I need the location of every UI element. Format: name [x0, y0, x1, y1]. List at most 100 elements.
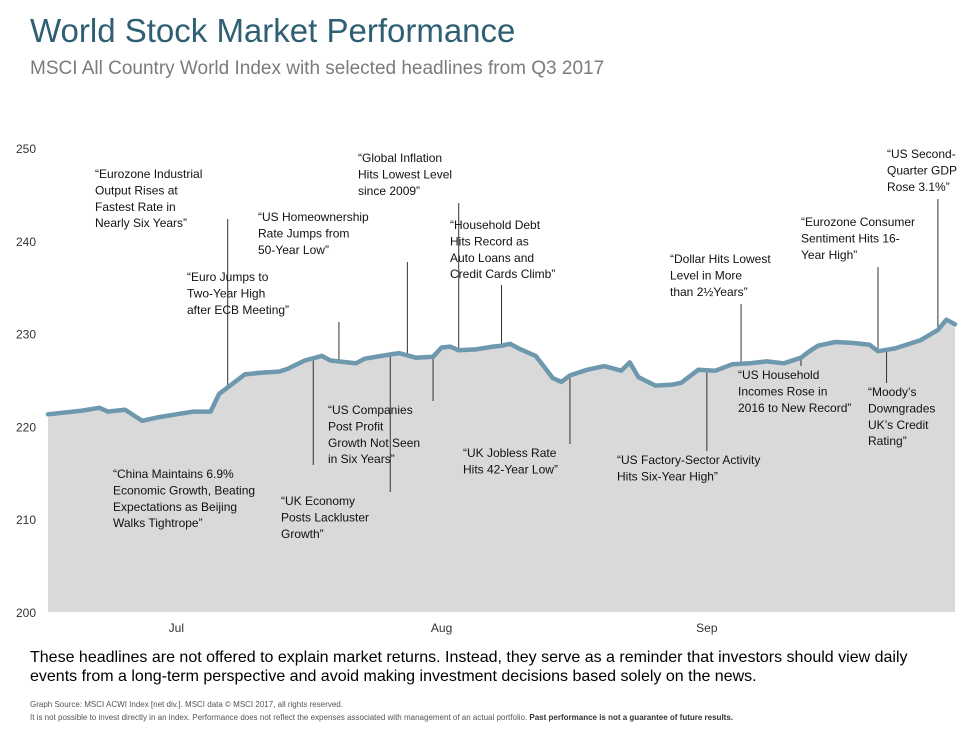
y-tick-label: 200 [16, 606, 36, 620]
y-tick-label: 220 [16, 420, 36, 434]
annotation-line: “Moody’s [868, 385, 916, 399]
annotation-line: “Dollar Hits Lowest [670, 252, 771, 266]
annotation-line: “UK Jobless Rate [463, 446, 557, 460]
annotation-line: “US Household [738, 368, 819, 382]
annotation-line: Two-Year High [187, 286, 265, 300]
annotation: “US Factory-Sector Activity Hits Six-Year… [617, 370, 760, 483]
annotation-text: “UK Economy Posts Lackluster Growth” [281, 494, 369, 541]
annotation-text: “Dollar Hits Lowest Level in More than 2½Y… [670, 252, 771, 299]
page-title: World Stock Market Performance [30, 12, 516, 49]
annotation-line: Rose 3.1%” [887, 180, 950, 194]
page-subtitle: MSCI All Country World Index with select… [30, 58, 605, 79]
line-layer [45, 317, 958, 424]
area-layer [48, 319, 955, 612]
annotation-line: “Euro Jumps to [187, 270, 269, 284]
y-tick-label: 250 [16, 142, 36, 156]
series-line [45, 317, 958, 424]
annotation-line: Quarter GDP [887, 163, 957, 177]
annotation-line: “Eurozone Consumer [801, 215, 915, 229]
annotation: “Eurozone Industrial Output Rises at Faste… [95, 167, 229, 388]
annotation-line: Sentiment Hits 16- [801, 231, 900, 245]
annotation-line: Growth Not Seen [328, 436, 420, 450]
annotation-line: Hits Lowest Level [358, 167, 452, 181]
annotation-line: Hits Six-Year High” [617, 469, 718, 483]
y-tick-label: 210 [16, 513, 36, 527]
x-tick-label: Jul [169, 621, 184, 635]
annotation: “US Second- Quarter GDP Rose 3.1%” [887, 147, 957, 330]
annotation-line: “US Factory-Sector Activity [617, 453, 760, 467]
annotation-text: “US Household Incomes Rose in 2016 to New … [738, 368, 851, 415]
annotation-line: Nearly Six Years” [95, 216, 187, 230]
annotation-line: “Eurozone Industrial [95, 167, 202, 181]
annotation: “UK Jobless Rate Hits 42-Year Low” [463, 375, 571, 476]
annotation-line: “US Homeownership [258, 210, 369, 224]
annotation-text: “Eurozone Industrial Output Rises at Faste… [95, 167, 202, 230]
annotation-line: Year High” [801, 248, 857, 262]
annotation-line: 2016 to New Record” [738, 401, 851, 415]
annotation-line: 50-Year Low” [258, 243, 329, 257]
annotation-line: “China Maintains 6.9% [113, 467, 234, 481]
x-tick-label: Aug [431, 621, 452, 635]
annotation-line: Economic Growth, Beating [113, 483, 255, 497]
note-bold: Past performance is not a guarantee of f… [529, 713, 733, 722]
performance-note: It is not possible to invest directly in… [30, 713, 733, 722]
annotation-layer: “Eurozone Industrial Output Rises at Faste… [95, 147, 957, 541]
annotation-line: UK’s Credit [868, 418, 929, 432]
annotation-line: Auto Loans and [450, 251, 534, 265]
annotation: “US Homeownership Rate Jumps from 50-Year … [258, 210, 408, 356]
annotation-line: Output Rises at [95, 183, 178, 197]
annotation-line: Rating” [868, 434, 907, 448]
annotation-text: “Moody’s Downgrades UK’s Credit Rating” [868, 385, 935, 448]
annotation: “Global Inflation Hits Lowest Level since … [358, 151, 460, 351]
annotation-text: “Euro Jumps to Two-Year High after ECB Mee… [187, 270, 289, 317]
annotation: “Dollar Hits Lowest Level in More than 2½Y… [670, 252, 771, 364]
annotation-line: Hits 42-Year Low” [463, 462, 558, 476]
annotation: “Moody’s Downgrades UK’s Credit Rating” [868, 349, 935, 448]
annotation-line: Posts Lackluster [281, 510, 369, 524]
annotation-line: after ECB Meeting” [187, 303, 289, 317]
annotation-text: “US Second- Quarter GDP Rose 3.1%” [887, 147, 957, 194]
area-fill [48, 319, 955, 612]
annotation-line: Post Profit [328, 419, 384, 433]
annotation-text: “US Companies Post Profit Growth Not Seen i… [328, 403, 420, 466]
y-tick-label: 230 [16, 328, 36, 342]
annotation-line: “Household Debt [450, 218, 541, 232]
annotation-line: Level in More [670, 268, 742, 282]
annotation-text: “Global Inflation Hits Lowest Level since … [358, 151, 452, 198]
source-note: Graph Source: MSCI ACWI Index [net div.]… [30, 700, 343, 709]
axis-layer: 200 210 220 230 240 250 Jul Aug Sep [16, 142, 718, 635]
annotation-line: Downgrades [868, 401, 935, 415]
annotation-line: “UK Economy [281, 494, 355, 508]
annotation-line: “Global Inflation [358, 151, 442, 165]
annotation-text: “US Homeownership Rate Jumps from 50-Year … [258, 210, 369, 257]
annotation-line: Credit Cards Climb” [450, 267, 555, 281]
annotation-text: “Eurozone Consumer Sentiment Hits 16- Year… [801, 215, 915, 262]
annotation: “US Companies Post Profit Growth Not Seen i… [328, 356, 434, 466]
annotation-line: than 2½Years” [670, 285, 748, 299]
annotation-line: Walks Tightrope” [113, 516, 203, 530]
annotation-text: “US Factory-Sector Activity Hits Six-Year… [617, 453, 760, 483]
annotation: “US Household Incomes Rose in 2016 to New … [738, 357, 851, 415]
x-tick-label: Sep [696, 621, 718, 635]
annotation-line: “US Companies [328, 403, 413, 417]
annotation: “Eurozone Consumer Sentiment Hits 16- Year… [801, 215, 915, 352]
annotation-line: since 2009” [358, 184, 420, 198]
annotation: “Euro Jumps to Two-Year High after ECB Mee… [187, 270, 340, 362]
y-tick-label: 240 [16, 235, 36, 249]
annotation-text: “UK Jobless Rate Hits 42-Year Low” [463, 446, 558, 476]
annotation-text: “China Maintains 6.9% Economic Growth, Be… [113, 467, 255, 530]
disclaimer-text: These headlines are not offered to expla… [30, 649, 908, 685]
annotation: “UK Economy Posts Lackluster Growth” [281, 354, 391, 541]
annotation-line: Fastest Rate in [95, 200, 176, 214]
annotation-line: Expectations as Beijing [113, 500, 237, 514]
annotation-line: Growth” [281, 527, 324, 541]
annotation: “Household Debt Hits Record as Auto Loans … [450, 218, 555, 346]
annotation-line: “US Second- [887, 147, 956, 161]
annotation-line: Hits Record as [450, 234, 529, 248]
annotation: “China Maintains 6.9% Economic Growth, Be… [113, 358, 314, 530]
annotation-line: Rate Jumps from [258, 226, 349, 240]
stock-chart: 200 210 220 230 240 250 Jul Aug Sep “Eurozone In… [16, 142, 958, 635]
annotation-line: Incomes Rose in [738, 384, 827, 398]
annotation-text: “Household Debt Hits Record as Auto Loans … [450, 218, 555, 281]
annotation-line: in Six Years” [328, 452, 395, 466]
